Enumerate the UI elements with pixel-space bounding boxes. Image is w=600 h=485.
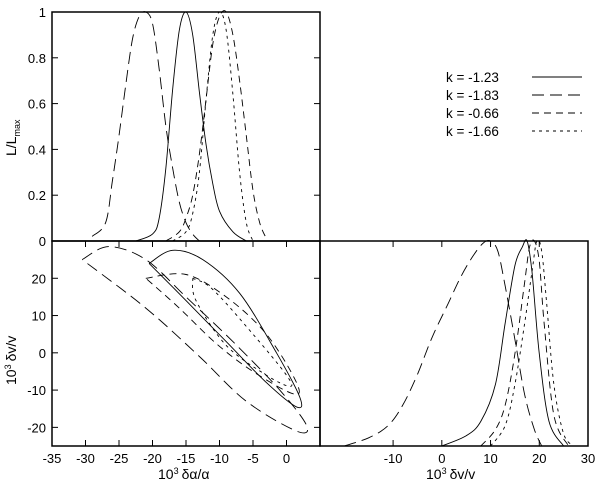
y-tick-label: 0.8	[28, 51, 46, 66]
series-line-top-left-2	[91, 11, 200, 242]
y-tick-label: 0.6	[28, 97, 46, 112]
top-left-y-axis-label: L/Lmax	[3, 119, 22, 156]
series-line-bottom-right-4	[490, 239, 574, 447]
series-line-top-left-1	[135, 11, 247, 242]
y-tick-label: -20	[27, 420, 46, 435]
x-tick-label: -25	[110, 451, 129, 466]
x-tick-label: -30	[76, 451, 95, 466]
legend-label: k = -1.83	[446, 88, 499, 103]
x-tick-label: 30	[581, 451, 595, 466]
x-tick-label: 20	[532, 451, 546, 466]
x-tick-label: 0	[283, 451, 290, 466]
y-tick-label: 0	[39, 346, 46, 361]
legend-label: k = -0.66	[446, 106, 499, 121]
y-tick-label: 0	[39, 234, 46, 249]
y-tick-label: 0.4	[28, 142, 46, 157]
x-tick-label: -10	[210, 451, 229, 466]
y-tick-label: 0.2	[28, 188, 46, 203]
legend-label: k = -1.23	[446, 70, 499, 85]
bottom-left-y-axis-label: 103δv/v	[3, 336, 19, 385]
series-line-top-left-4	[172, 11, 254, 242]
series-line-bottom-left-1	[148, 249, 303, 409]
legend-label: k = -1.66	[446, 124, 499, 139]
bottom-right-x-axis-label: 103 δv/v	[426, 466, 475, 482]
y-tick-label: -10	[27, 383, 46, 398]
series-line-bottom-left-2	[81, 246, 309, 434]
x-tick-label: 0	[438, 451, 445, 466]
x-tick-label: -15	[177, 451, 196, 466]
series-line-bottom-left-4	[192, 277, 293, 387]
legend: k = -1.23 k = -1.83 k = -0.66 k = -1.66	[446, 70, 582, 139]
series-line-bottom-right-3	[480, 239, 569, 447]
x-tick-label: -10	[384, 451, 403, 466]
series-line-top-left-3	[165, 10, 267, 242]
x-tick-label: 10	[483, 451, 497, 466]
series-line-bottom-right-1	[441, 239, 564, 447]
top-left-panel-frame	[51, 11, 321, 242]
y-tick-label: 20	[32, 271, 46, 286]
x-tick-label: -35	[43, 451, 62, 466]
bottom-right-panel-frame	[319, 240, 589, 447]
x-tick-label: -5	[247, 451, 259, 466]
x-tick-label: -20	[143, 451, 162, 466]
y-tick-label: 1	[39, 5, 46, 20]
bottom-left-x-axis-label: 103 δα/α	[158, 466, 209, 482]
series-line-bottom-right-2	[344, 239, 543, 447]
series-line-bottom-left-3	[145, 273, 300, 395]
y-tick-label: 10	[32, 309, 46, 324]
